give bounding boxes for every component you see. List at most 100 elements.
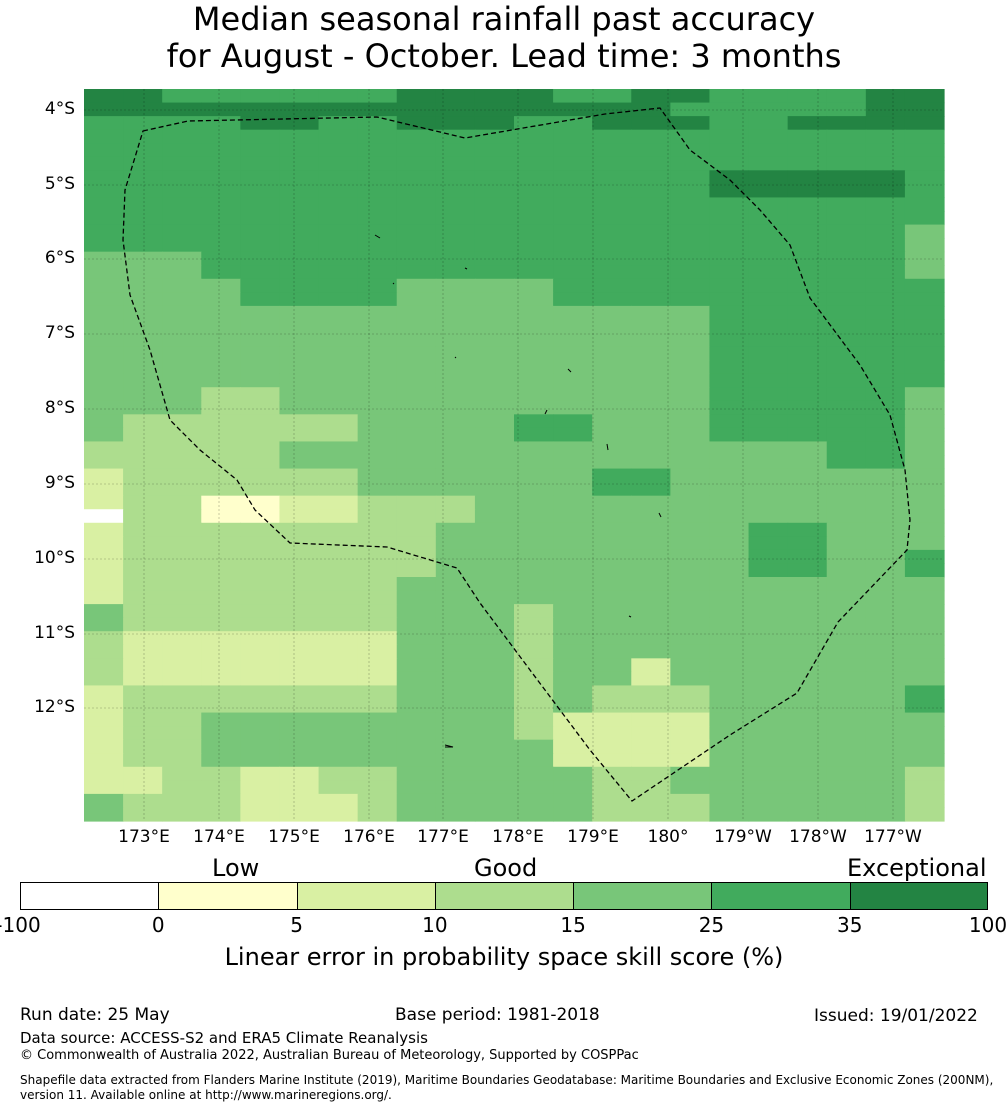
grid-cell [396, 671, 437, 687]
grid-cell [84, 685, 124, 700]
grid-cell [240, 671, 281, 687]
longitude-label: 179°W [714, 827, 772, 847]
grid-cell [865, 739, 906, 754]
grid-cell [787, 414, 828, 429]
grid-cell [709, 211, 750, 226]
grid-cell [396, 224, 437, 239]
grid-cell [357, 604, 398, 619]
grid-cell [592, 170, 632, 185]
grid-cell [514, 671, 554, 687]
grid-cell [201, 197, 241, 212]
grid-cell [787, 780, 828, 795]
grid-cell [396, 116, 437, 131]
grid-cell [396, 631, 437, 646]
grid-cell [670, 739, 711, 754]
grid-cell [357, 292, 398, 307]
grid-cell [84, 563, 124, 578]
grid-cell [201, 224, 241, 239]
grid-cell [162, 441, 202, 456]
grid-cell [748, 278, 789, 293]
grid-cell [826, 278, 867, 293]
grid-cell [123, 766, 163, 781]
grid-cell [240, 726, 281, 741]
grid-cell [553, 143, 593, 158]
grid-cell [84, 617, 124, 632]
grid-cell [201, 305, 241, 321]
grid-cell [787, 522, 828, 537]
grid-cell [435, 644, 476, 659]
grid-cell [240, 685, 281, 700]
grid-cell [435, 102, 476, 117]
grid-cell [748, 441, 789, 456]
grid-cell [435, 658, 476, 673]
grid-cell [865, 251, 906, 266]
grid-cell [435, 780, 476, 795]
grid-cell [240, 793, 281, 809]
longitude-label: 179°E [567, 827, 619, 847]
grid-cell [396, 455, 437, 470]
grid-cell [435, 319, 476, 334]
grid-cell [748, 766, 789, 781]
grid-cell [318, 251, 359, 266]
grid-cell [553, 590, 593, 605]
grid-cell [435, 143, 476, 158]
grid-cell [357, 129, 398, 144]
grid-cell [748, 183, 789, 199]
grid-cell [787, 577, 828, 592]
grid-cell [357, 468, 398, 483]
grid-cell [631, 671, 671, 687]
grid-cell [670, 387, 711, 402]
grid-cell [553, 305, 593, 321]
grid-cell [670, 346, 711, 361]
grid-cell [553, 170, 593, 185]
latitude-label: 7°S [44, 323, 75, 343]
grid-cell [474, 156, 515, 171]
grid-cell [865, 631, 906, 646]
grid-cell [826, 143, 867, 158]
grid-cell [357, 373, 398, 388]
grid-cell [162, 807, 202, 822]
grid-cell [904, 495, 945, 510]
grid-cell [123, 631, 163, 646]
grid-cell [865, 644, 906, 659]
longitude-label: 177°W [864, 827, 922, 847]
grid-cell [474, 400, 515, 415]
grid-cell [162, 590, 202, 605]
longitude-label: 178°E [492, 827, 544, 847]
grid-cell [904, 360, 945, 375]
grid-cell [240, 116, 281, 131]
grid-cell [514, 278, 554, 293]
grid-cell [162, 414, 202, 429]
grid-cell [240, 278, 281, 293]
grid-cell [318, 590, 359, 605]
grid-cell [709, 468, 750, 483]
grid-cell [123, 577, 163, 592]
grid-cell [787, 89, 828, 104]
grid-cell [748, 739, 789, 754]
grid-cell [318, 726, 359, 741]
grid-cell [279, 482, 320, 497]
grid-cell [748, 319, 789, 334]
grid-cell [553, 780, 593, 795]
grid-cell [670, 780, 711, 795]
grid-cell [84, 156, 124, 171]
grid-cell [435, 509, 476, 524]
grid-cell [396, 197, 437, 212]
grid-cell [865, 536, 906, 551]
grid-cell [553, 604, 593, 619]
grid-cell [553, 346, 593, 361]
grid-cell [865, 156, 906, 171]
grid-cell [474, 360, 515, 375]
grid-cell [318, 577, 359, 592]
grid-cell [709, 563, 750, 578]
grid-cell [865, 766, 906, 781]
grid-cell [709, 509, 750, 524]
grid-cell [279, 780, 320, 795]
grid-cell [162, 224, 202, 239]
grid-cell [396, 590, 437, 605]
grid-cell [553, 211, 593, 226]
grid-cell [396, 400, 437, 415]
grid-cell [123, 116, 163, 131]
grid-cell [123, 712, 163, 727]
grid-cell [279, 278, 320, 293]
